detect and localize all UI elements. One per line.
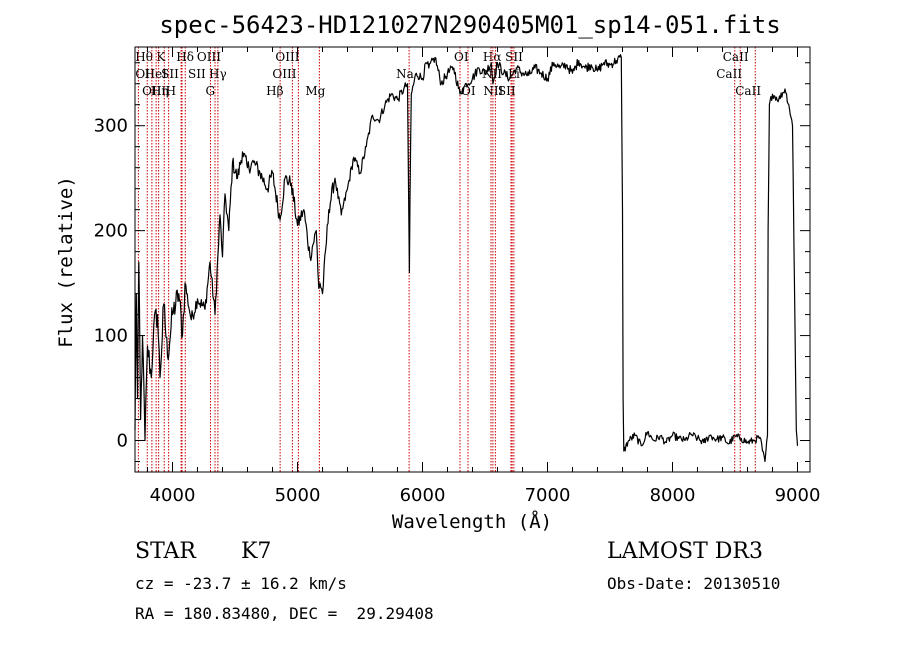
spectral-line-label-17: Na (396, 67, 414, 81)
plot-frame (134, 46, 811, 473)
y-axis-label: Flux (relative) (55, 176, 77, 348)
spectral-line-label-2: OIII (142, 84, 166, 98)
spectral-line-label-18: OI (454, 50, 469, 64)
spectral-line-label-1: OII (135, 67, 155, 81)
spectral-line-label-16: Mg (305, 84, 325, 98)
spectral-line-label-27: CaII (716, 67, 742, 81)
spectral-line-label-22: NII (483, 84, 503, 98)
x-tick-label-5: 9000 (775, 485, 821, 506)
y-tick-label-3: 300 (94, 116, 128, 137)
spectral-line-label-26: CaII (723, 50, 749, 64)
spectral-line-label-3: K (156, 50, 166, 64)
x-tick-label-0: 4000 (150, 485, 196, 506)
ra-dec-coordinates: RA = 180.83480, DEC = 29.29408 (135, 604, 434, 623)
chart-title: spec-56423-HD121027N290405M01_sp14-051.f… (159, 11, 780, 39)
x-tick-label-4: 8000 (650, 485, 696, 506)
spectral-line-label-12: G (206, 84, 216, 98)
y-tick-label-2: 200 (94, 221, 128, 242)
x-tick-label-1: 5000 (275, 485, 321, 506)
spectral-line-label-19: OI (461, 84, 476, 98)
spectrum-line (134, 54, 799, 463)
spectral-line-label-4: HeI (145, 67, 168, 81)
axis-ticks: 4000 5000 6000 7000 8000 9000 0 100 200 300 (94, 47, 821, 506)
x-tick-label-2: 6000 (400, 485, 446, 506)
spectral-line-label-25: SII (498, 84, 516, 98)
spectral-line-label-15: Hβ (266, 84, 283, 98)
spectral-line-label-9: SII (188, 67, 206, 81)
redshift-cz: cz = -23.7 ± 16.2 km/s (135, 574, 347, 593)
spectral-line-markers: HθOIIOIIIKHeISIIHηHHδSIIOIIIHγGOIIIOIIIH… (135, 47, 761, 472)
spectral-line-label-7: H (166, 84, 176, 98)
spectral-line-label-6: Hη (151, 84, 169, 98)
spectral-line-label-20: Hα (483, 50, 502, 64)
object-class: STAR (135, 539, 197, 564)
spectral-line-label-0: Hθ (135, 50, 153, 64)
observation-date: Obs-Date: 20130510 (607, 574, 780, 593)
spectral-line-label-8: Hδ (176, 50, 194, 64)
spectral-line-label-13: OIII (275, 50, 299, 64)
object-subclass: K7 (241, 539, 271, 564)
y-tick-label-1: 100 (94, 326, 128, 347)
x-axis-label: Wavelength (Å) (392, 510, 552, 533)
spectrum-series (134, 54, 799, 463)
spectral-line-label-5: SII (161, 67, 179, 81)
spectral-line-label-14: OIII (272, 67, 296, 81)
info-block: STAR K7 LAMOST DR3 cz = -23.7 ± 16.2 km/… (135, 539, 780, 623)
spectral-line-label-10: OIII (197, 50, 221, 64)
spectral-line-label-28: CaII (735, 84, 761, 98)
x-tick-label-3: 7000 (525, 485, 571, 506)
survey-name: LAMOST DR3 (607, 539, 763, 564)
y-tick-label-0: 0 (117, 431, 128, 452)
spectral-line-label-11: Hγ (209, 67, 227, 81)
